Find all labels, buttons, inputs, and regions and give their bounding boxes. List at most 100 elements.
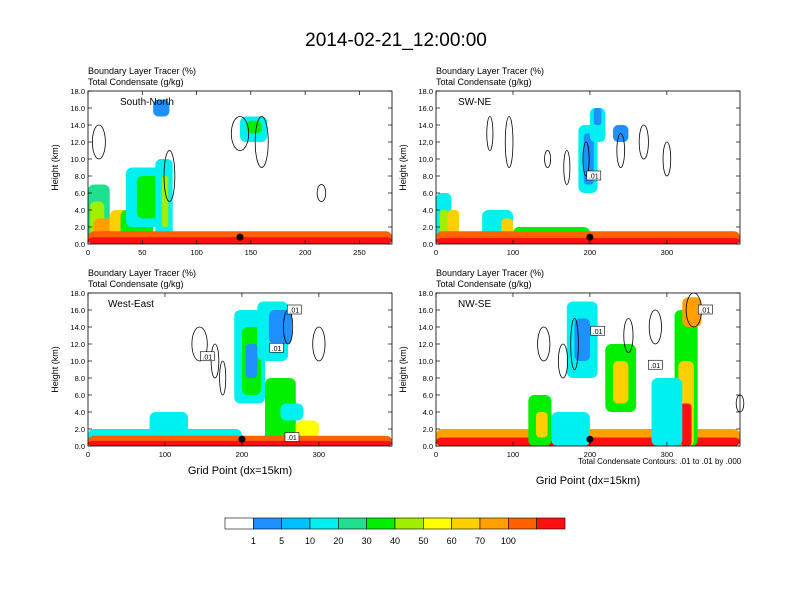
- contour-label: .01: [284, 432, 300, 442]
- contour-label: .01: [586, 170, 602, 181]
- tracer-shading: [593, 108, 602, 125]
- tracer-shading: [436, 238, 740, 244]
- tracer-shading: [613, 361, 629, 404]
- colorbar-label: 70: [475, 536, 485, 546]
- panel-title-line: Total Condensate (g/kg): [88, 77, 184, 87]
- panel-title-line: Boundary Layer Tracer (%): [88, 66, 196, 76]
- y-axis-label: Height (km): [50, 144, 60, 191]
- x-tick-label: 150: [245, 248, 258, 257]
- panel-title-line: Boundary Layer Tracer (%): [88, 268, 196, 278]
- panel-title-line: Total Condensate (g/kg): [88, 279, 184, 289]
- y-tick-label: 2.0: [423, 223, 433, 232]
- contour-label: .01: [648, 359, 663, 370]
- tracer-shading: [161, 176, 169, 227]
- y-tick-label: 4.0: [423, 408, 433, 417]
- colorbar-swatch: [253, 517, 282, 530]
- y-tick-label: 16.0: [70, 306, 85, 315]
- tracer-shading: [280, 403, 304, 421]
- location-marker: [236, 233, 244, 241]
- location-marker: [586, 435, 594, 443]
- colorbar-swatch: [423, 517, 452, 530]
- y-tick-label: 6.0: [75, 189, 85, 198]
- tracer-shading: [551, 412, 590, 446]
- x-tick-label: 300: [661, 248, 674, 257]
- y-tick-label: 10.0: [70, 357, 85, 366]
- y-tick-label: 2.0: [423, 425, 433, 434]
- y-tick-label: 18.0: [418, 87, 433, 96]
- condensate-contour: [230, 116, 250, 151]
- y-tick-label: 12.0: [70, 340, 85, 349]
- svg-text:.01: .01: [202, 354, 212, 361]
- condensate-contour: [582, 141, 590, 177]
- x-axis-label: Grid Point (dx=15km): [536, 475, 640, 487]
- svg-text:.01: .01: [589, 174, 599, 181]
- colorbar-swatch: [508, 517, 537, 530]
- colorbar-label: 50: [418, 536, 428, 546]
- x-tick-label: 50: [138, 248, 146, 257]
- panel-title-line: Total Condensate (g/kg): [436, 77, 532, 87]
- x-tick-label: 300: [661, 450, 674, 459]
- colorbar-swatch: [224, 517, 254, 530]
- condensate-contour: [662, 141, 672, 177]
- tracer-shading: [136, 176, 159, 219]
- x-tick-label: 0: [86, 450, 90, 459]
- condensate-contour: [219, 360, 227, 396]
- y-tick-label: 8.0: [75, 374, 85, 383]
- colorbar-label: 30: [362, 536, 372, 546]
- y-tick-label: 4.0: [423, 206, 433, 215]
- svg-text:.01: .01: [700, 308, 710, 315]
- y-tick-label: 0.0: [75, 240, 85, 249]
- x-tick-label: 200: [584, 450, 597, 459]
- contour-label: .01: [269, 342, 284, 353]
- x-tick-label: 100: [159, 450, 172, 459]
- y-tick-label: 16.0: [418, 104, 433, 113]
- tracer-shading: [153, 99, 170, 117]
- y-tick-label: 6.0: [75, 391, 85, 400]
- y-tick-label: 18.0: [70, 87, 85, 96]
- tracer-shading: [149, 412, 189, 438]
- tracer-shading: [295, 420, 319, 438]
- colorbar-label: 5: [279, 536, 284, 546]
- colorbar-swatch: [366, 517, 396, 530]
- x-tick-label: 0: [434, 248, 438, 257]
- colorbar-swatch: [451, 517, 481, 530]
- cross-section-name: West-East: [108, 299, 154, 310]
- condensate-contour: [563, 150, 571, 185]
- x-tick-label: 100: [190, 248, 203, 257]
- y-tick-label: 12.0: [70, 138, 85, 147]
- axes-frame: [87, 90, 393, 245]
- y-tick-label: 14.0: [418, 121, 433, 130]
- y-tick-label: 14.0: [70, 323, 85, 332]
- colorbar-label: 20: [333, 536, 343, 546]
- colorbar-swatch: [536, 517, 566, 530]
- cross-section-name: NW-SE: [458, 299, 491, 310]
- x-tick-label: 200: [236, 450, 249, 459]
- condensate-contour: [648, 309, 662, 345]
- y-tick-label: 18.0: [418, 289, 433, 298]
- x-tick-label: 0: [434, 450, 438, 459]
- svg-text:.01: .01: [289, 308, 299, 315]
- contour-label: .01: [286, 304, 302, 315]
- x-tick-label: 0: [86, 248, 90, 257]
- tracer-shading: [88, 440, 392, 446]
- cross-section-name: SW-NE: [458, 97, 491, 108]
- y-tick-label: 6.0: [423, 391, 433, 400]
- y-tick-label: 0.0: [423, 442, 433, 451]
- condensate-contour: [486, 116, 494, 151]
- colorbar-swatch: [281, 517, 311, 530]
- y-tick-label: 10.0: [418, 155, 433, 164]
- x-tick-label: 250: [353, 248, 366, 257]
- y-axis-label: Height (km): [398, 144, 408, 191]
- y-tick-label: 0.0: [423, 240, 433, 249]
- condensate-contour: [544, 150, 552, 168]
- y-tick-label: 4.0: [75, 408, 85, 417]
- colorbar-label: 60: [447, 536, 457, 546]
- y-tick-label: 14.0: [418, 323, 433, 332]
- location-marker: [586, 233, 594, 241]
- condensate-contour: [570, 318, 579, 370]
- y-tick-label: 8.0: [75, 172, 85, 181]
